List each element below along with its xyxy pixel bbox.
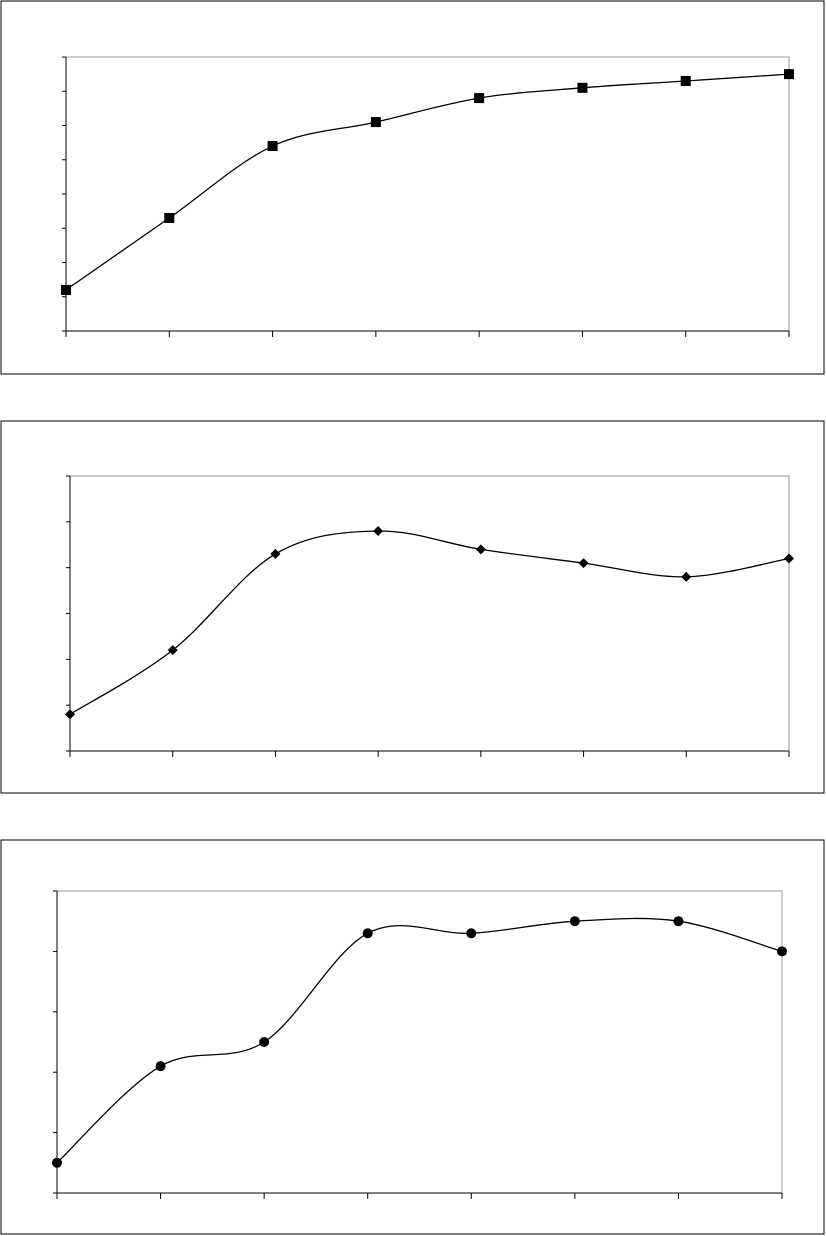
- data-point: [475, 544, 486, 555]
- data-point: [578, 558, 589, 569]
- data-point: [65, 709, 75, 720]
- data-point: [370, 117, 381, 128]
- data-point: [466, 928, 477, 939]
- data-point: [784, 69, 794, 80]
- chart-frame: [0, 0, 825, 375]
- plot-area: [65, 56, 790, 332]
- data-point: [155, 1061, 166, 1072]
- data-point: [259, 1037, 270, 1047]
- data-point: [167, 645, 178, 656]
- data-point: [373, 526, 384, 536]
- chart-frame: [0, 839, 825, 1235]
- data-point: [577, 82, 588, 93]
- line-series: [69, 530, 790, 715]
- data-point: [569, 916, 580, 927]
- data-point: [362, 928, 373, 939]
- data-point: [474, 93, 485, 104]
- data-point: [61, 284, 71, 295]
- data-point: [267, 141, 278, 152]
- chart-frame: [0, 420, 825, 794]
- data-point: [164, 212, 175, 223]
- line-series: [56, 917, 783, 1164]
- data-point: [52, 1157, 62, 1168]
- data-point: [681, 571, 692, 582]
- plot-area: [56, 890, 783, 1194]
- data-point: [680, 75, 691, 86]
- data-point: [673, 916, 684, 927]
- data-point: [784, 553, 794, 564]
- data-point: [270, 548, 281, 559]
- plot-area: [69, 475, 790, 752]
- line-series: [65, 73, 790, 291]
- data-point: [777, 946, 787, 957]
